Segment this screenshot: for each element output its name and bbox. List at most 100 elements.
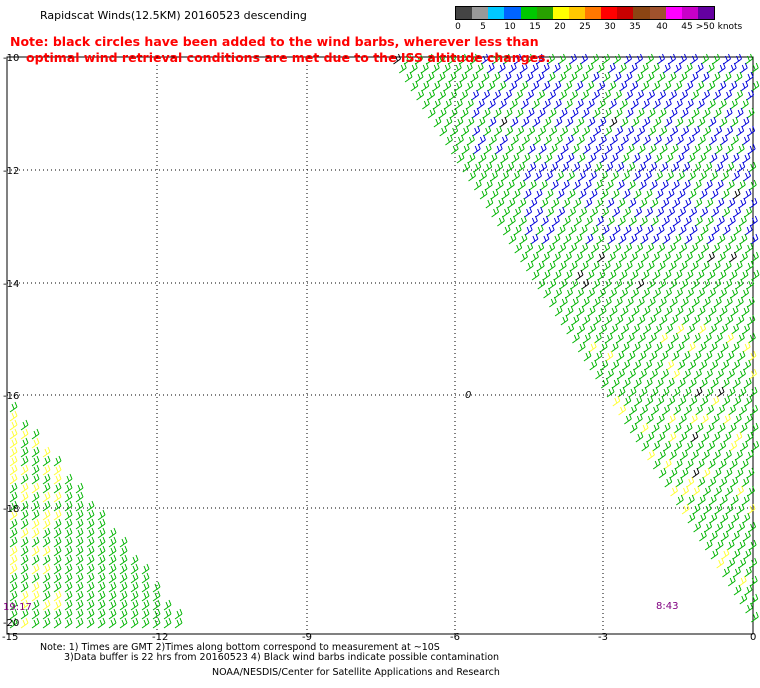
wind-barb — [579, 206, 588, 218]
wind-barb — [611, 170, 619, 182]
wind-barb — [590, 206, 599, 218]
wind-barb — [586, 251, 594, 263]
wind-barb — [108, 617, 117, 629]
wind-barb — [42, 455, 51, 467]
wind-barb — [75, 518, 84, 530]
wind-barb — [481, 71, 490, 83]
wind-barb — [711, 395, 720, 407]
wind-barb — [691, 278, 700, 290]
wind-barb — [465, 80, 474, 92]
wind-barb — [750, 233, 759, 245]
wind-barb — [585, 233, 594, 245]
wind-barb — [738, 575, 747, 587]
wind-barb — [724, 278, 733, 290]
wind-barb — [485, 197, 494, 209]
wind-barb — [610, 323, 619, 335]
wind-barb — [613, 242, 622, 254]
wind-barb — [643, 323, 652, 335]
wind-barb — [594, 350, 603, 362]
wind-barb — [520, 251, 528, 263]
wind-barb — [675, 287, 684, 299]
wind-barb — [426, 71, 435, 83]
wind-barb — [615, 125, 624, 137]
wind-barb — [694, 368, 702, 380]
wind-barb — [9, 527, 18, 539]
wind-barb — [528, 179, 537, 191]
wind-barb — [592, 107, 601, 119]
wind-barb — [657, 413, 665, 425]
wind-barb — [42, 509, 51, 521]
wind-barb — [522, 152, 531, 164]
wind-barb — [558, 71, 567, 83]
wind-barb — [622, 170, 630, 182]
wind-barb — [654, 134, 662, 146]
wind-barb — [31, 590, 40, 602]
wind-barb — [732, 170, 740, 182]
wind-barb — [748, 539, 757, 551]
wind-barb — [742, 512, 751, 524]
wind-barb — [692, 485, 700, 497]
wind-barb — [627, 161, 636, 173]
wind-barb — [596, 233, 605, 245]
wind-barb — [663, 251, 671, 263]
wind-barb — [685, 251, 693, 263]
wind-barb — [514, 242, 523, 254]
wind-barb — [404, 53, 412, 65]
wind-barb — [630, 269, 639, 281]
wind-barb — [591, 260, 600, 272]
legend-swatch — [681, 7, 698, 19]
wind-barb — [530, 215, 538, 227]
wind-barb — [653, 287, 662, 299]
wind-barb — [506, 179, 515, 191]
wind-barb — [748, 350, 757, 362]
wind-barb — [450, 125, 459, 137]
wind-barb — [591, 242, 600, 254]
wind-barb — [744, 206, 753, 218]
wind-barb — [620, 98, 628, 110]
wind-barb — [729, 251, 737, 263]
wind-barb — [409, 62, 418, 74]
wind-barb — [554, 116, 563, 128]
wind-barb — [642, 116, 651, 128]
wind-barb — [726, 521, 735, 533]
wind-barb — [720, 323, 729, 335]
wind-barb — [609, 116, 618, 128]
wind-barb — [31, 491, 40, 503]
wind-barb — [651, 215, 659, 227]
wind-barb — [591, 71, 600, 83]
wind-barb — [686, 494, 695, 506]
wind-barb — [599, 134, 607, 146]
wind-barb — [623, 224, 632, 236]
wind-barb — [108, 572, 117, 584]
wind-barb — [53, 482, 62, 494]
wind-barb — [644, 188, 653, 200]
wind-barb — [20, 608, 29, 620]
wind-barb — [635, 431, 644, 443]
wind-barb — [42, 563, 51, 575]
wind-barb — [734, 53, 742, 65]
wind-barb — [515, 89, 524, 101]
wind-barb — [565, 98, 573, 110]
wind-barb — [9, 518, 18, 530]
wind-barb — [637, 314, 646, 326]
wind-barb — [108, 563, 117, 575]
wind-barb — [564, 251, 572, 263]
wind-barb — [597, 251, 605, 263]
wind-barb — [656, 206, 665, 218]
wind-barb — [675, 494, 684, 506]
wind-barb — [635, 71, 644, 83]
wind-barb — [459, 71, 468, 83]
wind-barb — [569, 71, 578, 83]
wind-barb — [536, 53, 544, 65]
wind-barb — [663, 458, 672, 470]
wind-barb — [704, 350, 713, 362]
wind-barb — [671, 161, 680, 173]
wind-barb — [684, 62, 693, 74]
lat-label: -20 — [3, 618, 19, 629]
wind-barb — [31, 581, 40, 593]
wind-barb — [619, 251, 627, 263]
wind-barb — [674, 458, 683, 470]
wind-barb — [533, 134, 541, 146]
wind-barb — [750, 593, 759, 605]
wind-barb — [631, 305, 640, 317]
